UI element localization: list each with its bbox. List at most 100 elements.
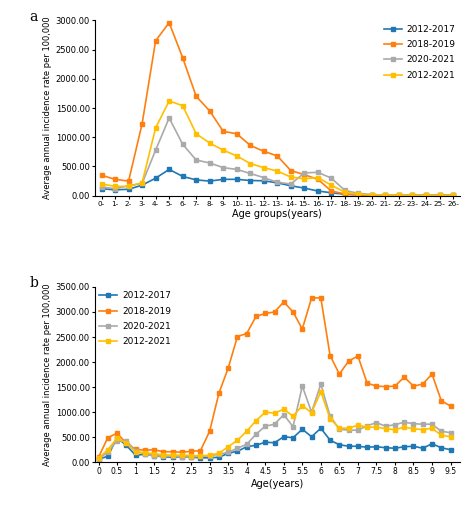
2012-2021: [261, 165, 266, 171]
2012-2017: [133, 452, 138, 458]
2020-2021: [396, 192, 402, 198]
2012-2017: [96, 456, 101, 462]
2012-2021: [327, 416, 333, 422]
2012-2021: [328, 182, 334, 188]
2012-2017: [142, 451, 148, 457]
2012-2017: [437, 193, 442, 199]
2020-2021: [374, 420, 379, 426]
2012-2017: [188, 454, 194, 460]
Text: b: b: [29, 276, 38, 291]
2018-2019: [342, 191, 348, 197]
2020-2021: [328, 175, 334, 181]
2012-2017: [153, 175, 158, 181]
2012-2017: [342, 191, 348, 197]
2012-2021: [346, 425, 351, 431]
2018-2019: [188, 448, 194, 454]
2018-2019: [253, 313, 259, 320]
2020-2021: [198, 453, 203, 459]
2020-2021: [272, 421, 277, 427]
Legend: 2012-2017, 2018-2019, 2020-2021, 2012-2021: 2012-2017, 2018-2019, 2020-2021, 2012-20…: [100, 292, 171, 346]
2018-2019: [309, 295, 314, 301]
2020-2021: [281, 411, 287, 418]
2018-2019: [193, 93, 199, 100]
2020-2021: [179, 454, 185, 460]
2018-2019: [281, 299, 287, 305]
2012-2021: [114, 435, 120, 441]
2018-2019: [207, 108, 212, 114]
2020-2021: [166, 115, 172, 121]
2012-2017: [216, 454, 222, 460]
2012-2017: [318, 425, 324, 431]
2020-2021: [315, 169, 321, 175]
2012-2017: [139, 182, 145, 188]
2020-2021: [337, 426, 342, 432]
2012-2017: [126, 186, 131, 193]
2012-2017: [261, 178, 266, 184]
2012-2021: [247, 161, 253, 167]
2012-2017: [244, 443, 250, 450]
2018-2019: [153, 38, 158, 44]
2012-2017: [99, 185, 104, 192]
2012-2021: [170, 452, 175, 458]
2018-2019: [139, 121, 145, 127]
2012-2017: [315, 188, 321, 194]
2012-2021: [392, 427, 398, 433]
2012-2017: [438, 444, 444, 451]
2020-2021: [401, 419, 407, 425]
2020-2021: [188, 454, 194, 460]
2020-2021: [123, 438, 129, 444]
2012-2017: [170, 454, 175, 460]
2018-2019: [99, 172, 104, 178]
2012-2017: [369, 192, 375, 198]
2018-2019: [396, 193, 402, 199]
2018-2019: [365, 380, 370, 386]
2012-2021: [383, 426, 389, 432]
2012-2021: [410, 193, 415, 199]
2012-2017: [346, 443, 351, 449]
2020-2021: [244, 441, 250, 447]
2012-2017: [328, 189, 334, 196]
2020-2021: [261, 175, 266, 181]
2012-2021: [133, 449, 138, 455]
2012-2021: [234, 153, 239, 159]
2020-2021: [161, 453, 166, 459]
2020-2021: [450, 193, 456, 199]
Line: 2012-2017: 2012-2017: [100, 167, 455, 198]
2018-2019: [337, 371, 342, 377]
2020-2021: [112, 185, 118, 192]
2012-2017: [207, 178, 212, 184]
2012-2021: [272, 410, 277, 416]
2020-2021: [290, 424, 296, 430]
2020-2021: [193, 157, 199, 163]
2020-2021: [383, 192, 388, 198]
2012-2021: [112, 183, 118, 189]
2012-2017: [401, 443, 407, 450]
2012-2021: [198, 453, 203, 459]
2012-2017: [235, 448, 240, 454]
2012-2021: [281, 406, 287, 412]
2018-2019: [315, 176, 321, 182]
2012-2021: [301, 176, 307, 182]
2012-2017: [180, 173, 185, 179]
2012-2021: [401, 424, 407, 430]
2012-2017: [365, 444, 370, 450]
2012-2017: [105, 453, 110, 459]
2020-2021: [216, 451, 222, 457]
2012-2021: [99, 181, 104, 187]
Text: a: a: [29, 10, 37, 24]
2012-2017: [300, 426, 305, 432]
2018-2019: [392, 383, 398, 389]
2012-2021: [342, 189, 348, 195]
2012-2021: [207, 140, 212, 146]
2012-2017: [410, 193, 415, 199]
2012-2021: [105, 447, 110, 453]
2012-2017: [288, 183, 294, 189]
2012-2017: [374, 443, 379, 450]
2012-2017: [356, 192, 361, 198]
2020-2021: [423, 193, 429, 199]
2012-2017: [337, 441, 342, 448]
2020-2021: [220, 165, 226, 171]
2012-2021: [274, 168, 280, 174]
2018-2019: [383, 384, 389, 390]
2020-2021: [207, 453, 212, 459]
